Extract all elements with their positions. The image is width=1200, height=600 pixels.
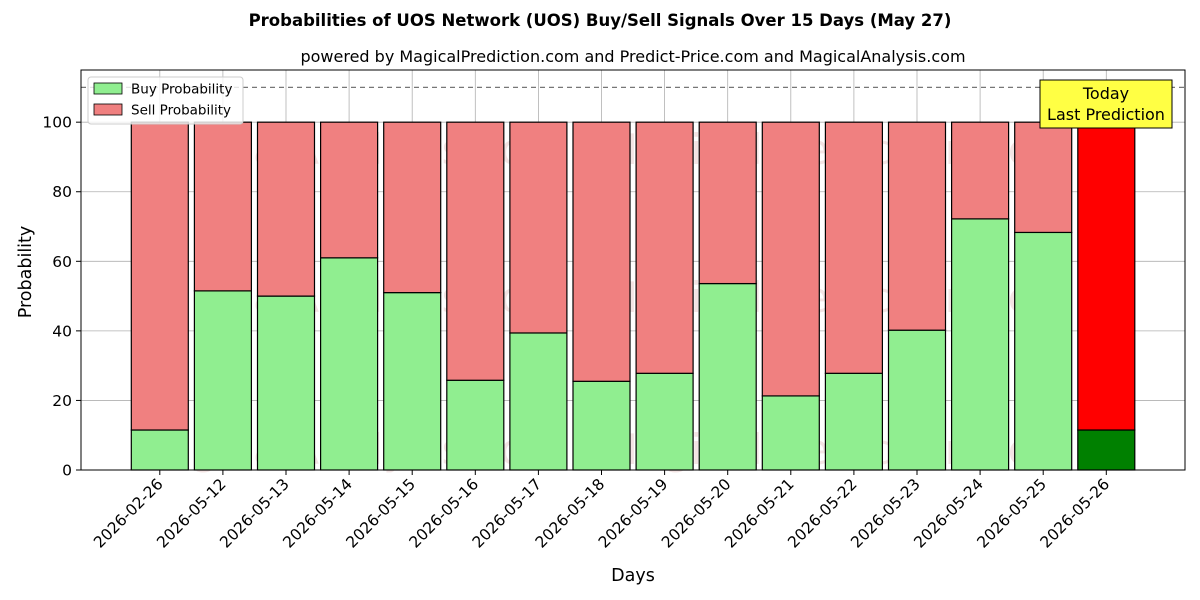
sell-bar [256, 121, 316, 297]
buy-bar [950, 218, 1010, 471]
buy-bar [572, 380, 631, 471]
today-annotation: Today Last Prediction [1039, 79, 1173, 129]
x-axis-label: Days [611, 566, 655, 586]
buy-bar [446, 379, 505, 471]
today-annotation-line2: Last Prediction [1047, 105, 1165, 124]
sell-bar [1014, 121, 1073, 234]
legend-buy-swatch [93, 82, 123, 95]
legend: Buy Probability Sell Probability [87, 76, 244, 125]
sell-bar [1077, 121, 1136, 431]
y-tick-label: 40 [52, 322, 72, 340]
y-tick-label: 0 [62, 462, 72, 480]
legend-box [87, 76, 244, 125]
y-tick-label: 20 [52, 392, 72, 410]
x-axis-ticks: 2026-02-262026-05-122026-05-132026-05-14… [90, 470, 1113, 552]
buy-bar [887, 329, 947, 471]
buy-bar [383, 292, 442, 471]
sell-bar [761, 121, 820, 397]
sell-bar [635, 121, 694, 374]
bars [130, 121, 1136, 471]
y-axis-label: Probability [16, 226, 36, 319]
sell-bar [572, 121, 631, 382]
legend-sell-label: Sell Probability [131, 103, 231, 119]
chart-title: Probabilities of UOS Network (UOS) Buy/S… [249, 11, 952, 30]
sell-bar [130, 121, 189, 431]
buy-bar [130, 429, 189, 471]
today-annotation-line1: Today [1082, 84, 1129, 103]
sell-bar [193, 121, 252, 292]
buy-bar [193, 290, 252, 471]
sell-bar [824, 121, 884, 374]
buy-bar [320, 257, 379, 471]
legend-sell-swatch [93, 103, 123, 116]
buy-bar [1077, 429, 1136, 471]
buy-bar [635, 372, 694, 471]
y-axis-ticks: 0 20 40 60 80 100 [42, 114, 81, 480]
buy-bar [1014, 231, 1073, 471]
sell-bar [887, 121, 947, 331]
sell-bar [950, 121, 1010, 220]
sell-bar [383, 121, 442, 294]
sell-bar [320, 121, 379, 259]
buy-bar [509, 332, 568, 471]
y-tick-label: 60 [52, 253, 72, 271]
sell-bar [446, 121, 505, 381]
today-annotation-box [1039, 79, 1173, 129]
y-tick-label: 80 [52, 183, 72, 201]
buy-bar [824, 372, 884, 471]
sell-bar [509, 121, 568, 334]
legend-buy-label: Buy Probability [131, 82, 232, 98]
sell-bar [698, 121, 757, 285]
y-tick-label: 100 [42, 114, 72, 132]
plot-area [80, 69, 1186, 471]
chart-subtitle: powered by MagicalPrediction.com and Pre… [300, 47, 965, 66]
buy-bar [761, 395, 820, 471]
buy-bar [256, 295, 316, 471]
buy-bar [698, 282, 757, 471]
